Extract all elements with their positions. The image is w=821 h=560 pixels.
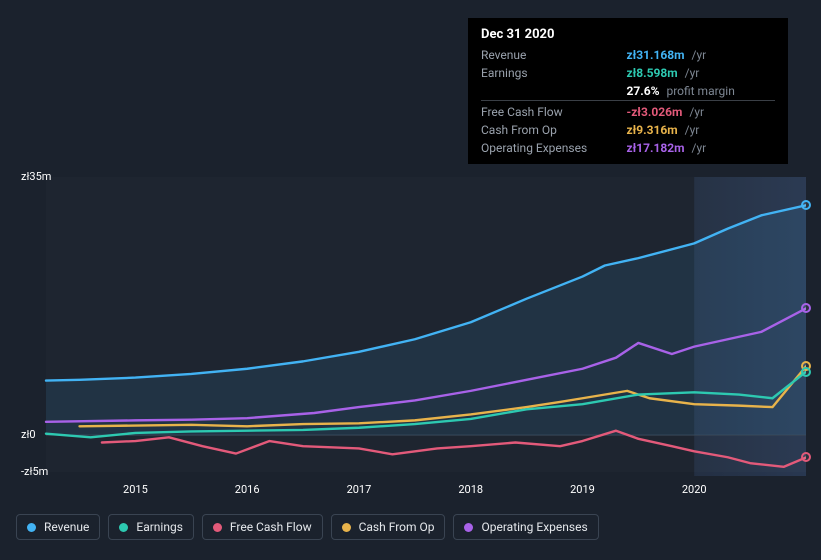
revenue-end-marker	[801, 200, 811, 210]
x-axis-labels: 2015 2016 2017 2018 2019 2020	[16, 483, 806, 499]
chart-container: Dec 31 2020 Revenuezł31.168m /yrEarnings…	[0, 0, 821, 560]
x-axis-label: 2020	[682, 483, 707, 496]
legend-item-label: Free Cash Flow	[230, 520, 312, 534]
tooltip-row: Revenuezł31.168m /yr	[481, 46, 775, 64]
legend-item-revenue[interactable]: Revenue	[16, 514, 100, 540]
earnings-dot-icon	[119, 523, 128, 532]
tooltip-row-value: zł8.598m /yr	[626, 64, 775, 82]
x-axis-label: 2016	[235, 483, 260, 496]
y-axis-label: zł35m	[21, 170, 51, 183]
tooltip-row-label: Free Cash Flow	[481, 101, 626, 122]
tooltip-row: Free Cash Flow-zł3.026m /yr	[481, 101, 775, 122]
legend-item-cashop[interactable]: Cash From Op	[331, 514, 446, 540]
x-axis-label: 2018	[458, 483, 483, 496]
opex-dot-icon	[464, 523, 473, 532]
tooltip-row-value: 27.6% profit margin	[626, 82, 775, 101]
legend-item-label: Earnings	[136, 520, 183, 534]
tooltip-title: Dec 31 2020	[481, 27, 775, 46]
revenue-dot-icon	[27, 523, 36, 532]
tooltip-row: 27.6% profit margin	[481, 82, 775, 101]
legend-item-earnings[interactable]: Earnings	[108, 514, 194, 540]
y-axis-label: -zł5m	[21, 465, 48, 478]
chart-tooltip: Dec 31 2020 Revenuezł31.168m /yrEarnings…	[468, 18, 788, 164]
legend-item-label: Cash From Op	[359, 520, 435, 534]
chart-svg	[16, 150, 806, 480]
legend-item-opex[interactable]: Operating Expenses	[453, 514, 598, 540]
tooltip-row-label: Earnings	[481, 64, 626, 82]
earnings-end-marker	[801, 367, 811, 377]
fcf-end-marker	[801, 452, 811, 462]
tooltip-row-label: Revenue	[481, 46, 626, 64]
tooltip-row-label: Cash From Op	[481, 121, 626, 139]
legend-item-label: Operating Expenses	[481, 520, 587, 534]
legend-item-label: Revenue	[44, 520, 89, 534]
tooltip-row-value: zł31.168m /yr	[626, 46, 775, 64]
chart-area: zł35m zł0 -zł5m	[16, 150, 806, 500]
fcf-dot-icon	[213, 523, 222, 532]
tooltip-row: Earningszł8.598m /yr	[481, 64, 775, 82]
tooltip-row-value: zł9.316m /yr	[626, 121, 775, 139]
x-axis-label: 2015	[123, 483, 148, 496]
cashop-dot-icon	[342, 523, 351, 532]
chart-legend: Revenue Earnings Free Cash Flow Cash From O…	[16, 514, 599, 540]
tooltip-row: Cash From Opzł9.316m /yr	[481, 121, 775, 139]
tooltip-table: Revenuezł31.168m /yrEarningszł8.598m /yr…	[481, 46, 775, 157]
tooltip-row-value: -zł3.026m /yr	[626, 101, 775, 122]
x-axis-label: 2017	[347, 483, 372, 496]
opex-end-marker	[801, 303, 811, 313]
legend-item-fcf[interactable]: Free Cash Flow	[202, 514, 323, 540]
tooltip-row-label	[481, 82, 626, 101]
x-axis-label: 2019	[570, 483, 595, 496]
y-axis-label: zł0	[21, 428, 36, 441]
